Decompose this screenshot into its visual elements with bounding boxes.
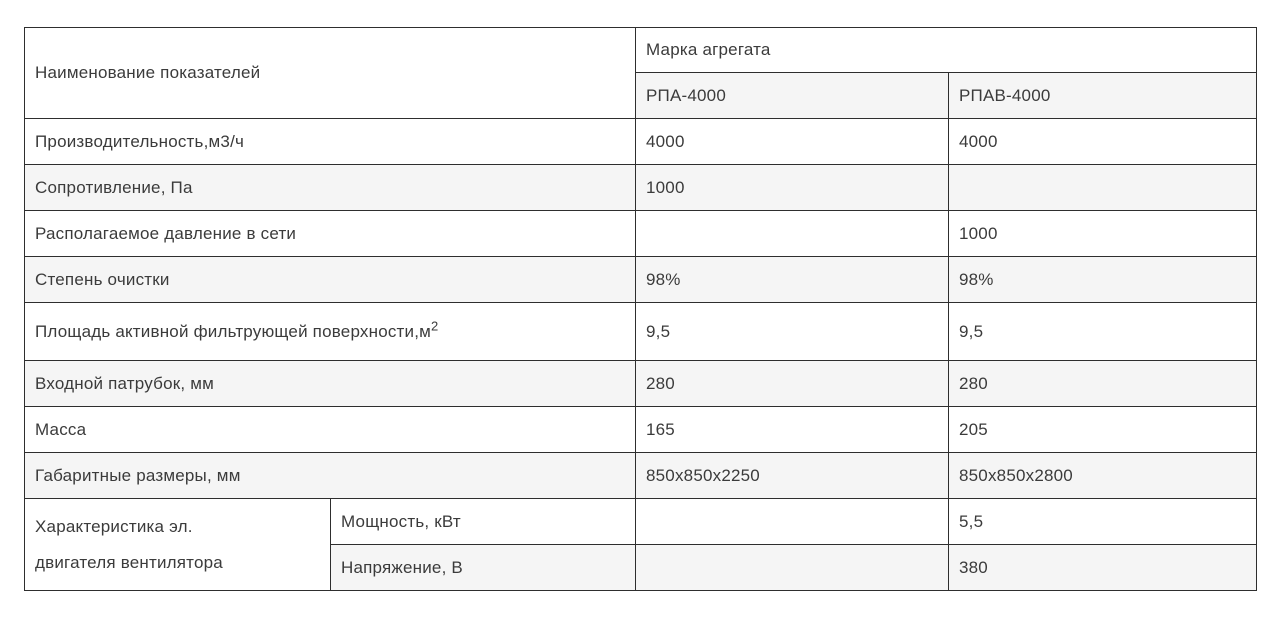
header-group-cell: Марка агрегата bbox=[634, 27, 1258, 73]
table-row: Производительность,м3/ч 4000 4000 bbox=[24, 118, 1258, 165]
value-cell-rpav: 1000 bbox=[947, 210, 1258, 257]
value-cell-rpa: 165 bbox=[635, 406, 949, 453]
header-name-cell: Наименование показателей bbox=[24, 27, 636, 119]
row-label-cell: Масса bbox=[24, 406, 636, 453]
value-cell-rpa: 850х850х2250 bbox=[635, 452, 949, 499]
value-cell-rpa: 1000 bbox=[635, 164, 949, 211]
spec-table-container: Наименование показателей Марка агрегата … bbox=[24, 27, 1258, 591]
row-label-text: Площадь активной фильтрующей поверхности… bbox=[35, 321, 432, 341]
table-row: Напряжение, В 380 bbox=[25, 544, 1258, 591]
row-label-cell: Располагаемое давление в сети bbox=[24, 210, 636, 257]
row-label-cell: Сопротивление, Па bbox=[24, 164, 636, 211]
table-row: Масса 165 205 bbox=[24, 406, 1258, 453]
motor-label-line1: Характеристика эл. bbox=[35, 516, 193, 536]
header-row-group: Наименование показателей Марка агрегата bbox=[24, 27, 1258, 119]
model-header-rpa: РПА-4000 bbox=[635, 72, 949, 119]
value-cell-rpav: 280 bbox=[947, 360, 1258, 407]
model-header-rpav: РПАВ-4000 bbox=[947, 72, 1258, 119]
table-row: Сопротивление, Па 1000 bbox=[24, 164, 1258, 211]
value-cell-rpav: 98% bbox=[947, 256, 1258, 303]
value-cell-rpa bbox=[635, 498, 949, 545]
value-cell-rpa: 4000 bbox=[635, 118, 949, 165]
table-row: Степень очистки 98% 98% bbox=[24, 256, 1258, 303]
value-cell-rpav: 850х850х2800 bbox=[947, 452, 1258, 499]
table-row: Входной патрубок, мм 280 280 bbox=[24, 360, 1258, 407]
table-row: Располагаемое давление в сети 1000 bbox=[24, 210, 1258, 257]
value-cell-rpa: 98% bbox=[635, 256, 949, 303]
value-cell-rpav: 4000 bbox=[947, 118, 1258, 165]
motor-param-cell: Мощность, кВт bbox=[330, 498, 636, 545]
table-row: Характеристика эл. двигателя вентилятора… bbox=[24, 498, 1258, 591]
motor-param-cell: Напряжение, В bbox=[330, 544, 636, 591]
row-label-cell: Габаритные размеры, мм bbox=[24, 452, 636, 499]
value-cell-rpav: 205 bbox=[947, 406, 1258, 453]
value-cell-rpa bbox=[635, 210, 949, 257]
value-cell-rpa bbox=[635, 544, 949, 591]
table-row: Площадь активной фильтрующей поверхности… bbox=[24, 302, 1258, 361]
value-cell-rpav: 5,5 bbox=[947, 498, 1258, 545]
value-cell-rpa: 280 bbox=[635, 360, 949, 407]
value-cell-rpa: 9,5 bbox=[635, 302, 949, 361]
value-cell-rpav: 9,5 bbox=[947, 302, 1258, 361]
value-cell-rpav bbox=[947, 164, 1258, 211]
motor-label-cell: Характеристика эл. двигателя вентилятора bbox=[24, 498, 331, 591]
row-label-cell: Входной патрубок, мм bbox=[24, 360, 636, 407]
row-label-cell: Площадь активной фильтрующей поверхности… bbox=[24, 302, 636, 361]
row-label-superscript: 2 bbox=[431, 317, 439, 333]
header-row-models: РПА-4000 РПАВ-4000 bbox=[25, 72, 1258, 119]
row-label-cell: Производительность,м3/ч bbox=[24, 118, 636, 165]
row-label-cell: Степень очистки bbox=[24, 256, 636, 303]
table-row: Габаритные размеры, мм 850х850х2250 850х… bbox=[24, 452, 1258, 499]
value-cell-rpav: 380 bbox=[947, 544, 1258, 591]
spec-table: Наименование показателей Марка агрегата … bbox=[24, 27, 1258, 591]
motor-label-line2: двигателя вентилятора bbox=[35, 552, 223, 572]
